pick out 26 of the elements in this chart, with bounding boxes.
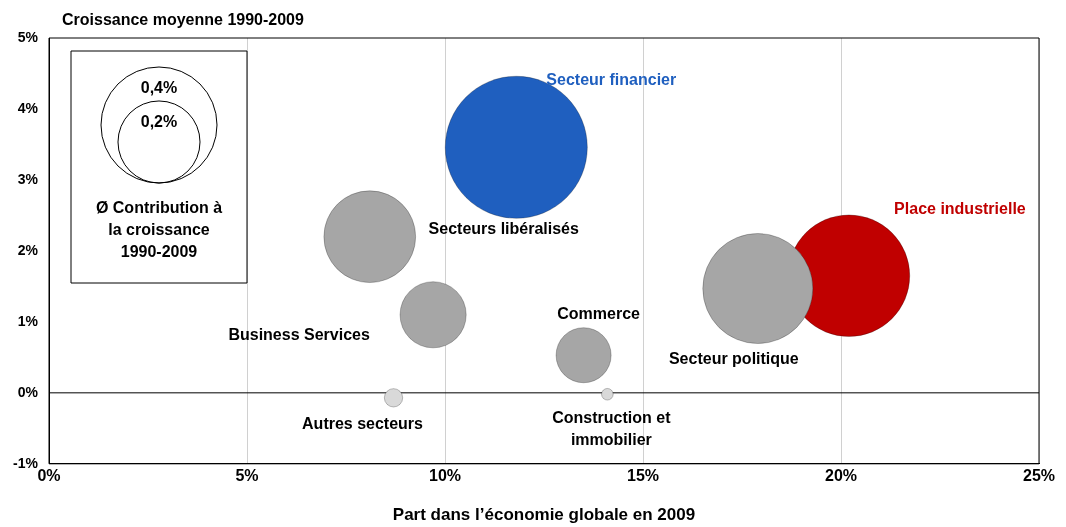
series-label: Secteur politique <box>668 349 799 367</box>
y-axis-title: Croissance moyenne 1990-2009 <box>62 11 305 29</box>
y-tick-label: 4% <box>17 99 39 116</box>
series-label: Autres secteurs <box>302 415 424 433</box>
series-label: Business Services <box>228 326 370 344</box>
y-tick-label: 5% <box>17 28 39 45</box>
series-label: Construction et immobilier <box>552 408 672 448</box>
legend-title: Ø Contribution à la croissance 1990-2009 <box>95 199 223 261</box>
series-label: Secteur financier <box>546 70 677 88</box>
legend-label: 0,4% <box>140 79 178 97</box>
legend-label: 0,2% <box>140 113 178 131</box>
x-axis-title: Part dans l’économie globale en 2009 <box>392 504 696 524</box>
x-tick-label: 5% <box>235 466 259 484</box>
series-label: Place industrielle <box>894 200 1026 218</box>
y-tick-label: 3% <box>17 170 39 187</box>
y-tick-label: 1% <box>17 312 39 329</box>
y-tick-label: -1% <box>13 454 39 471</box>
x-tick-label: 20% <box>824 466 858 484</box>
x-tick-label: 10% <box>428 466 462 484</box>
x-tick-label: 0% <box>37 466 61 484</box>
x-tick-label: 25% <box>1022 466 1056 484</box>
x-tick-label: 15% <box>626 466 660 484</box>
y-tick-label: 0% <box>17 383 39 400</box>
y-tick-label: 2% <box>17 241 39 258</box>
series-label: Secteurs libéralisés <box>428 220 580 238</box>
series-label: Commerce <box>557 304 641 322</box>
